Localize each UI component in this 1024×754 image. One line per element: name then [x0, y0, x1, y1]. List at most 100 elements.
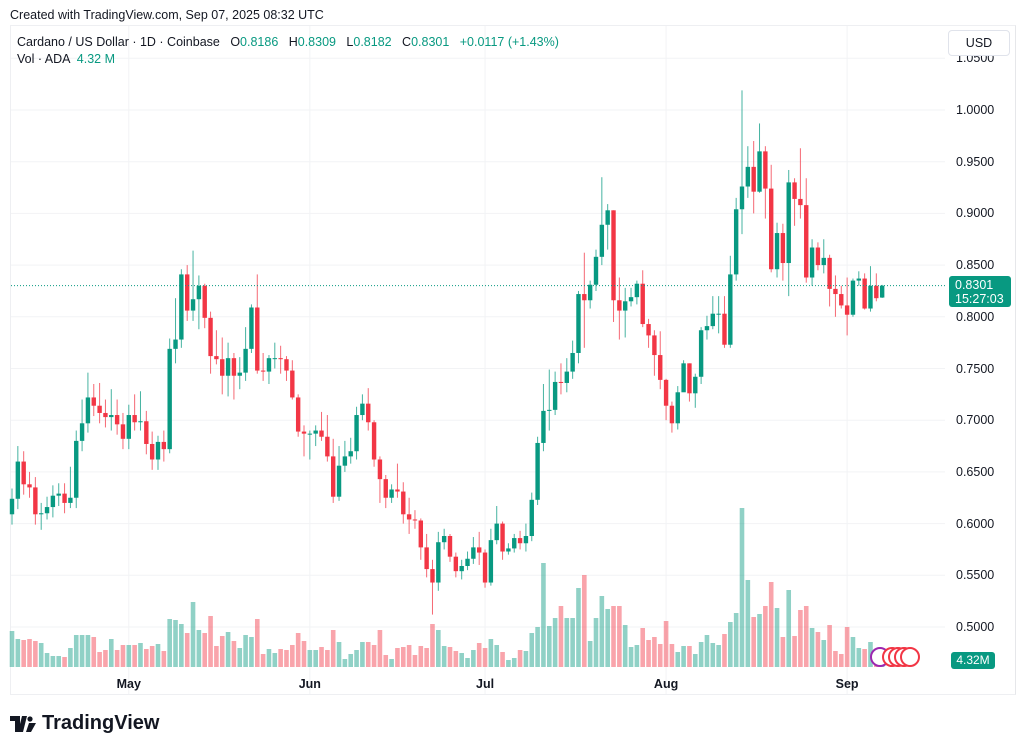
- volume-bar: [476, 643, 482, 667]
- currency-button[interactable]: USD: [948, 30, 1010, 56]
- volume-bar: [582, 575, 587, 667]
- volume-bar: [103, 650, 108, 667]
- volume-bar: [815, 632, 821, 667]
- volume-bar: [728, 622, 733, 667]
- candle-body: [68, 497, 73, 503]
- candle-body: [447, 536, 453, 557]
- candle-body: [237, 372, 242, 376]
- candle-body: [500, 523, 505, 552]
- volume-bar: [663, 621, 669, 667]
- volume-bar: [301, 641, 307, 667]
- candle-body: [652, 335, 657, 356]
- candle-body: [132, 415, 137, 423]
- volume-bar: [710, 643, 716, 667]
- volume-bar: [272, 653, 278, 667]
- candle-body: [658, 355, 663, 380]
- candle-body: [751, 166, 756, 192]
- volume-bar: [652, 637, 657, 667]
- candle-body: [535, 442, 540, 500]
- volume-bar: [377, 630, 383, 667]
- candle-body: [214, 356, 219, 360]
- candle-body: [389, 489, 394, 498]
- candle-body: [243, 348, 248, 373]
- candle-body: [821, 257, 826, 266]
- last-price-badge: 0.8301 15:27:03: [949, 276, 1011, 307]
- y-tick-label: 1.0000: [956, 103, 995, 117]
- volume-bar: [628, 647, 634, 667]
- volume-bar: [436, 630, 441, 667]
- created-with-caption: Created with TradingView.com, Sep 07, 20…: [10, 8, 324, 22]
- candle-body: [488, 540, 494, 583]
- candle-body: [231, 358, 237, 376]
- candle-body: [769, 188, 774, 270]
- volume-bar: [225, 632, 231, 667]
- candle-body: [179, 274, 184, 340]
- candle-body: [301, 431, 307, 434]
- candle-body: [360, 403, 365, 416]
- candle-body: [453, 556, 459, 572]
- us-flag-event-icon[interactable]: [900, 647, 920, 667]
- close-value: 0.8301: [411, 35, 450, 49]
- candles: [9, 90, 885, 615]
- volume-bar: [348, 654, 354, 667]
- volume-label[interactable]: Vol · ADA: [17, 52, 70, 66]
- candle-body: [517, 538, 523, 544]
- candle-body: [739, 186, 745, 210]
- volume-bar: [354, 650, 359, 667]
- candle-body: [850, 280, 856, 315]
- volume-bar: [184, 633, 190, 667]
- candle-body: [109, 415, 114, 418]
- x-tick-label: Jul: [476, 677, 495, 691]
- volume-bar: [640, 628, 646, 667]
- candle-body: [260, 370, 266, 372]
- candle-body: [879, 285, 885, 298]
- volume-bar: [179, 624, 184, 667]
- candle-body: [506, 548, 511, 552]
- volume-bar: [506, 660, 511, 667]
- low-value: 0.8182: [353, 35, 392, 49]
- candle-body: [138, 421, 143, 423]
- volume-bar: [599, 596, 605, 667]
- volume-bar: [231, 641, 237, 667]
- volume-bar: [541, 563, 546, 667]
- symbol-title[interactable]: Cardano / US Dollar · 1D · Coinbase: [17, 35, 220, 49]
- candle-body: [412, 519, 418, 521]
- volume-bar: [114, 650, 120, 667]
- candle-body: [693, 376, 698, 394]
- volume-bar: [68, 648, 73, 667]
- candle-body: [733, 209, 739, 275]
- y-tick-label: 0.8500: [956, 258, 995, 273]
- y-tick-label: 0.6000: [956, 516, 995, 531]
- tradingview-logo[interactable]: TradingView: [10, 712, 159, 735]
- candle-body: [593, 256, 599, 285]
- candle-body: [640, 283, 645, 325]
- candle-body: [757, 151, 762, 192]
- event-markers[interactable]: [868, 647, 928, 669]
- candle-body: [844, 305, 850, 315]
- candle-body: [401, 491, 406, 515]
- candle-body: [669, 405, 675, 424]
- candle-body: [208, 317, 213, 357]
- candle-body: [342, 456, 348, 466]
- candle-body: [798, 198, 803, 206]
- volume-bar: [745, 580, 751, 667]
- volume-bar: [739, 508, 745, 667]
- candle-body: [202, 285, 207, 318]
- volume-bar: [430, 624, 435, 667]
- volume-bar: [529, 633, 535, 667]
- candle-body: [862, 278, 867, 309]
- candle-body: [868, 285, 873, 309]
- volume-bar: [587, 641, 593, 667]
- volume-bar: [21, 640, 26, 667]
- volume-bar: [290, 645, 295, 667]
- volume-bar: [803, 606, 809, 667]
- candle-body: [792, 182, 797, 199]
- candle-body: [9, 498, 15, 515]
- volume-bar: [108, 639, 114, 667]
- candle-body: [570, 352, 575, 372]
- candle-body: [745, 166, 751, 187]
- candle-body: [161, 441, 167, 450]
- close-label: C: [402, 35, 412, 49]
- y-tick-label: 0.7000: [956, 413, 995, 428]
